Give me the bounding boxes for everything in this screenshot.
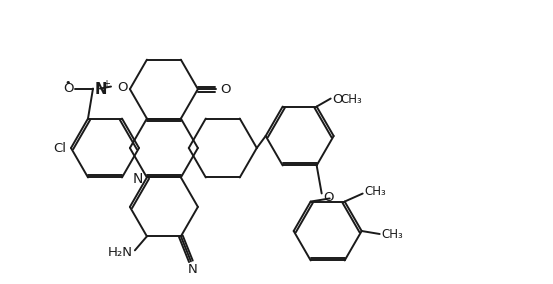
- Text: H₂N: H₂N: [108, 246, 133, 259]
- Text: O: O: [333, 93, 343, 106]
- Text: O: O: [324, 191, 334, 204]
- Text: CH₃: CH₃: [382, 227, 404, 241]
- Text: O: O: [64, 82, 74, 95]
- Text: •: •: [65, 78, 71, 87]
- Text: O: O: [220, 83, 231, 96]
- Text: CH₃: CH₃: [364, 185, 387, 198]
- Text: CH₃: CH₃: [341, 93, 362, 106]
- Text: N: N: [133, 172, 143, 186]
- Text: O: O: [117, 81, 128, 94]
- Text: Cl: Cl: [53, 141, 66, 154]
- Text: N: N: [95, 82, 107, 97]
- Text: +: +: [102, 79, 110, 89]
- Text: N: N: [188, 263, 198, 276]
